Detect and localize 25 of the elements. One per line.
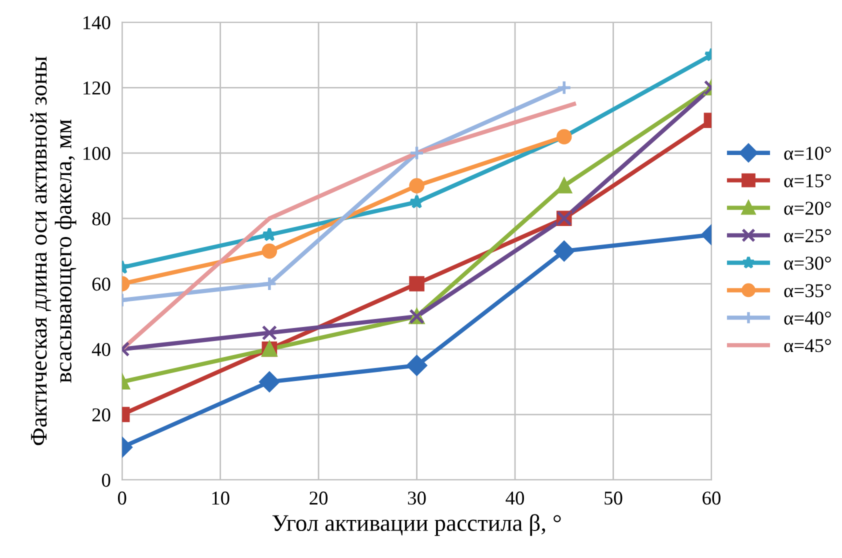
x-axis-title: Угол активации расстила β, ° [272,514,561,536]
y-tick-label: 120 [84,82,110,95]
x-tick-label: 10 [212,492,230,505]
legend-label: α=35° [784,284,831,298]
x-tick-label: 60 [702,492,720,505]
legend-label: α=30° [784,256,831,270]
y-axis-title: Фактическая длина оси активной зоны всасывающего факела, мм [30,56,76,446]
y-tick-label: 40 [92,342,110,356]
x-tick-label: 50 [604,492,622,505]
legend-label: α=10° [784,146,831,160]
y-tick-label: 60 [92,278,110,291]
x-tick-label: 20 [310,492,328,505]
legend-label: α=20° [784,202,831,215]
x-tick-label: 40 [506,492,524,505]
y-tick-label: 80 [92,212,110,226]
legend-label: α=15° [784,174,831,188]
legend-label: α=40° [784,312,831,325]
y-tick-label: 20 [92,408,110,422]
y-tick-label: 100 [84,146,110,160]
y-tick-label: 140 [84,16,110,30]
x-tick-label: 30 [408,492,426,505]
y-tick-label: 0 [102,474,110,487]
legend-label: α=45° [784,339,831,352]
legend-label: α=25° [784,229,831,242]
x-tick-label: 0 [118,492,126,505]
